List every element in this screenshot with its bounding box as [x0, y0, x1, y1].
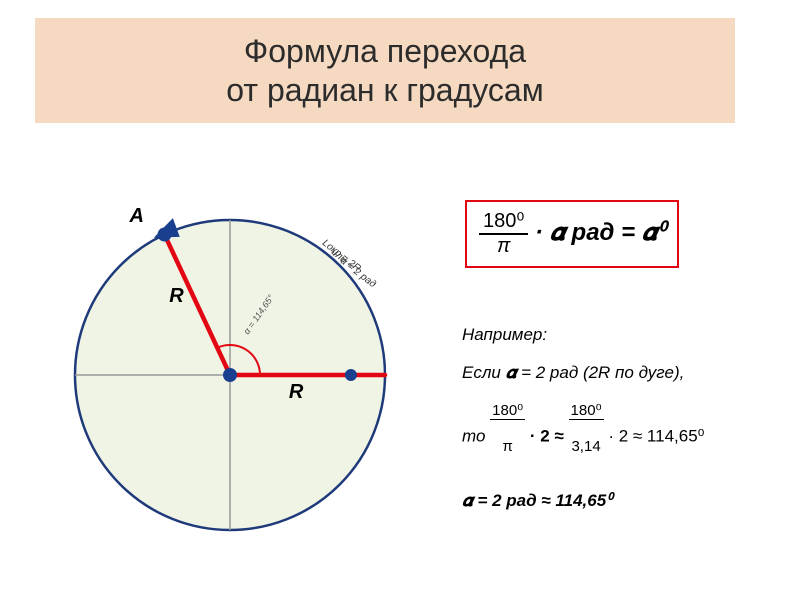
- formula-fraction: 180⁰ π: [479, 208, 528, 258]
- example-l1-post: = 2 рад (2R по дуге),: [516, 363, 684, 382]
- formula-rest: · 𝜶 рад = 𝜶⁰: [528, 219, 665, 246]
- slide: Формула перехода от радиан к градусам α …: [0, 0, 800, 600]
- example-l1-pre: Если: [462, 363, 506, 382]
- example-mult2a: · 2 ≈: [525, 426, 568, 445]
- example-line-1: Если 𝜶 = 2 рад (2R по дуге),: [462, 363, 704, 383]
- diagram-svg: α = 114,65°Lокр = 2Rилиα = 2 рад: [40, 165, 400, 545]
- formula-denominator: π: [479, 235, 528, 258]
- example-frac-2: 180⁰ 3,14: [569, 401, 604, 473]
- example-tail: · 2 ≈ 114,65⁰: [604, 426, 705, 445]
- example-line-2: то 180⁰ π · 2 ≈ 180⁰ 3,14 · 2 ≈ 114,65⁰: [462, 401, 704, 473]
- formula-box: 180⁰ π · 𝜶 рад = 𝜶⁰: [465, 200, 679, 268]
- example-frac1-den: π: [490, 438, 525, 455]
- example-line-3: 𝜶 = 2 рад ≈ 114,65⁰: [462, 491, 704, 511]
- example-frac2-num: 180⁰: [569, 401, 604, 420]
- example-block: Например: Если 𝜶 = 2 рад (2R по дуге), т…: [462, 325, 704, 529]
- example-frac-1: 180⁰ π: [490, 401, 525, 473]
- example-frac2-den: 3,14: [569, 438, 604, 455]
- label-A: A: [129, 205, 143, 228]
- example-header: Например:: [462, 325, 704, 345]
- title-line-2: от радиан к градусам: [226, 71, 543, 109]
- example-l2-to: то: [462, 426, 490, 445]
- example-frac1-num: 180⁰: [490, 401, 525, 420]
- slide-title: Формула перехода от радиан к градусам: [35, 18, 735, 123]
- label-R-right: R: [289, 381, 303, 404]
- title-line-1: Формула перехода: [244, 32, 526, 70]
- formula-numerator: 180⁰: [479, 208, 528, 235]
- example-l1-alpha: 𝜶: [506, 363, 517, 382]
- example-l3: 𝜶 = 2 рад ≈ 114,65⁰: [462, 491, 612, 510]
- label-R-upper: R: [169, 285, 183, 308]
- radian-diagram: α = 114,65°Lокр = 2Rилиα = 2 рад A R R: [40, 165, 400, 545]
